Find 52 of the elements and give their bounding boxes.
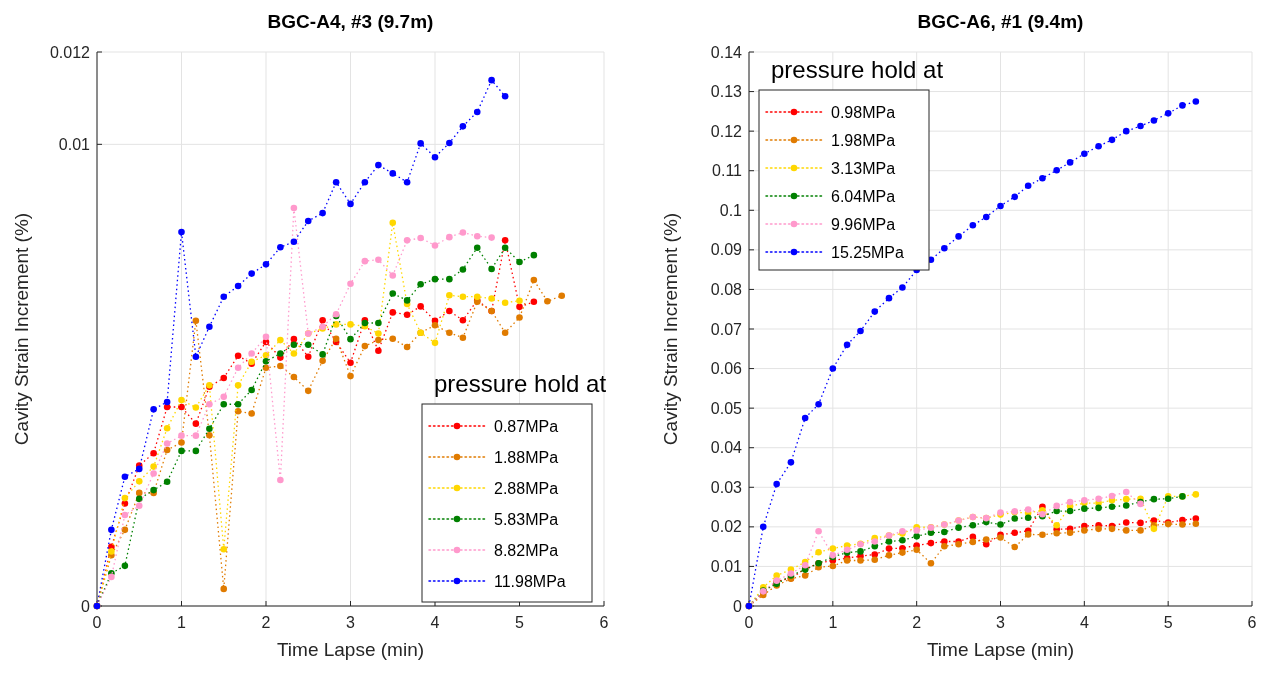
- y-tick-label: 0.13: [710, 83, 743, 101]
- y-tick-label: 0.02: [710, 518, 743, 536]
- y-tick-label: 0.07: [710, 320, 743, 338]
- x-tick-label: 1: [828, 614, 838, 631]
- y-tick-label: 0.09: [710, 241, 743, 259]
- legend-label: 6.04MPa: [831, 187, 896, 205]
- legend-label: 1.88MPa: [494, 448, 559, 466]
- x-tick-label: 0: [744, 614, 754, 631]
- y-tick-label: 0: [81, 597, 91, 615]
- y-tick-label: 0.01: [58, 135, 91, 153]
- y-tick-label: 0.01: [710, 558, 743, 576]
- y-tick-label: 0: [733, 597, 743, 615]
- x-tick-label: 2: [912, 614, 922, 631]
- chart-title: BGC-A4, #3 (9.7m): [267, 11, 434, 32]
- x-tick-label: 2: [261, 614, 271, 631]
- legend-label: 1.98MPa: [831, 131, 896, 149]
- y-tick-label: 0.14: [710, 43, 743, 61]
- legend-label: 3.13MPa: [831, 159, 896, 177]
- x-tick-label: 6: [599, 614, 609, 631]
- legend-label: 5.83MPa: [494, 510, 559, 528]
- y-tick-label: 0.11: [712, 162, 743, 180]
- y-tick-label: 0.1: [719, 201, 743, 219]
- y-axis-title: Cavity Strain Increment (%): [11, 212, 32, 446]
- legend-label: 2.88MPa: [494, 479, 559, 497]
- x-tick-label: 5: [1163, 614, 1173, 631]
- legend-label: 11.98MPa: [494, 572, 566, 590]
- x-tick-label: 0: [92, 614, 102, 631]
- x-tick-label: 4: [1079, 614, 1089, 631]
- x-tick-label: 3: [996, 614, 1006, 631]
- legend-label: 8.82MPa: [494, 541, 559, 559]
- y-tick-label: 0.06: [710, 360, 743, 378]
- x-tick-label: 4: [430, 614, 440, 631]
- x-axis-title: Time Lapse (min): [276, 639, 425, 660]
- y-tick-label: 0.05: [710, 399, 743, 417]
- x-tick-label: 5: [515, 614, 525, 631]
- legend-label: 9.96MPa: [831, 215, 896, 233]
- x-tick-label: 6: [1247, 614, 1257, 631]
- y-tick-label: 0.12: [710, 122, 743, 140]
- y-axis-title: Cavity Strain Increment (%): [660, 212, 681, 446]
- x-axis-title: Time Lapse (min): [926, 639, 1075, 660]
- legend-title: pressure hold at: [434, 370, 607, 397]
- y-tick-label: 0.08: [710, 281, 743, 299]
- legend-title: pressure hold at: [771, 56, 944, 83]
- legend-label: 0.87MPa: [494, 417, 559, 435]
- x-tick-label: 1: [177, 614, 187, 631]
- x-tick-label: 3: [346, 614, 356, 631]
- y-tick-label: 0.03: [710, 478, 743, 496]
- chart-title: BGC-A6, #1 (9.4m): [917, 11, 1084, 32]
- legend-label: 0.98MPa: [831, 103, 896, 121]
- legend-label: 15.25MPa: [831, 243, 905, 261]
- y-tick-label: 0.04: [710, 439, 743, 457]
- y-tick-label: 0.012: [49, 43, 91, 61]
